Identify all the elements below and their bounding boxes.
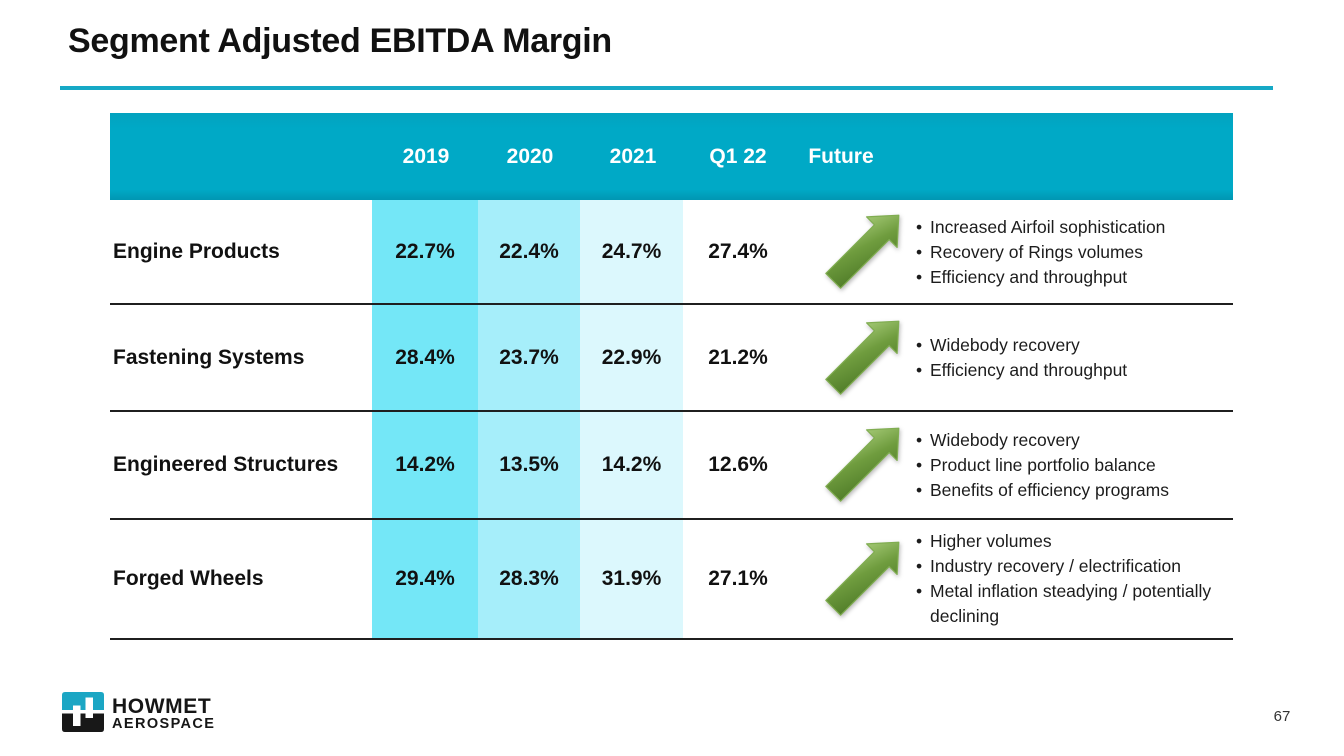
bullet-icon: •: [916, 216, 923, 237]
value-cell: 23.7%: [499, 345, 559, 369]
column-highlight-2020: [478, 200, 580, 639]
header-cell-2019: 2019: [402, 144, 450, 168]
bullet-icon: •: [916, 479, 923, 500]
bullet-item: • Efficiency and throughput: [915, 358, 1237, 383]
bullet-item: • Efficiency and throughput: [915, 265, 1237, 290]
table-header-band: 2019 2020 2021 Q1 22 Future: [110, 113, 1233, 200]
bullet-item: • Product line portfolio balance: [915, 453, 1237, 478]
value-cell: 22.7%: [395, 240, 455, 263]
bullet-item: • Higher volumes: [915, 529, 1237, 554]
howmet-aerospace-logo: HOWMET AEROSPACE: [62, 692, 215, 737]
bullet-list: • Higher volumes • Industry recovery / ele…: [915, 519, 1237, 639]
value-cell: 21.2%: [708, 345, 768, 369]
howmet-logo-icon: [62, 692, 104, 737]
bullet-text: Product line portfolio balance: [930, 454, 1156, 475]
bullet-item: • Industry recovery / electrification: [915, 554, 1237, 579]
row-divider: [110, 638, 1233, 640]
bullet-text: Efficiency and throughput: [930, 266, 1128, 287]
value-cell: 13.5%: [499, 453, 559, 476]
row-label: Engine Products: [113, 240, 280, 263]
row-label: Engineered Structures: [113, 453, 339, 476]
bullet-text: Recovery of Rings volumes: [930, 241, 1143, 262]
bullet-text: Widebody recovery: [930, 334, 1080, 355]
value-cell: 27.1%: [708, 567, 768, 590]
row-divider: [110, 518, 1233, 520]
bullet-item: • Widebody recovery: [915, 333, 1237, 358]
bullet-item: • Metal inflation steadying / potentially…: [915, 579, 1237, 629]
table-row: Engine Products 22.7% 22.4% 24.7% 27.4% …: [110, 200, 1233, 304]
value-cell: 31.9%: [601, 567, 662, 590]
bullet-item: • Increased Airfoil sophistication: [915, 215, 1237, 240]
row-label: Forged Wheels: [113, 567, 264, 590]
bullet-item: • Widebody recovery: [915, 428, 1237, 453]
table-row: Fastening Systems 28.4% 23.7% 22.9% 21.2…: [110, 304, 1233, 411]
bullet-text: Benefits of efficiency programs: [930, 479, 1169, 500]
trend-up-arrow-icon: [806, 411, 918, 519]
value-cell: 28.4%: [395, 345, 455, 369]
bullet-icon: •: [916, 454, 923, 475]
value-cell: 12.6%: [708, 453, 768, 476]
table-row: Engineered Structures 14.2% 13.5% 14.2% …: [110, 411, 1233, 519]
bullet-icon: •: [916, 581, 923, 601]
value-cell: 14.2%: [601, 453, 662, 476]
value-cell: 14.2%: [395, 453, 455, 476]
trend-up-arrow-icon: [806, 304, 918, 411]
trend-up-arrow-icon: [806, 519, 918, 639]
value-cell: 22.4%: [499, 240, 559, 263]
logo-line-aerospace: AEROSPACE: [112, 716, 216, 732]
bullet-text: Efficiency and throughput: [930, 359, 1128, 380]
trend-up-arrow-icon: [806, 200, 918, 304]
header-cell-future: Future: [808, 144, 874, 168]
bullet-text: Industry recovery / electrification: [930, 556, 1181, 576]
bullet-icon: •: [916, 429, 923, 450]
bullet-text: Widebody recovery: [930, 429, 1080, 450]
bullet-list: • Widebody recovery • Product line portfol…: [915, 411, 1237, 519]
row-divider: [110, 303, 1233, 305]
page-number: 67: [1273, 708, 1291, 725]
value-cell: 22.9%: [601, 345, 662, 369]
value-cell: 28.3%: [499, 567, 559, 590]
column-highlight-2021: [580, 200, 683, 639]
bullet-text: Increased Airfoil sophistication: [930, 216, 1166, 237]
row-label: Fastening Systems: [113, 345, 305, 369]
header-cell-2020: 2020: [506, 144, 554, 168]
bullet-icon: •: [916, 556, 923, 576]
bullet-item: • Recovery of Rings volumes: [915, 240, 1237, 265]
row-divider: [110, 410, 1233, 412]
bullet-item: • Benefits of efficiency programs: [915, 478, 1237, 503]
column-highlight-2019: [372, 200, 478, 639]
bullet-list: • Widebody recovery • Efficiency and throu…: [915, 304, 1237, 411]
bullet-icon: •: [916, 266, 923, 287]
value-cell: 27.4%: [708, 240, 768, 263]
bullet-icon: •: [916, 531, 923, 551]
bullet-icon: •: [916, 359, 923, 380]
value-cell: 29.4%: [395, 567, 455, 590]
header-cell-2021: 2021: [609, 144, 657, 168]
title-underline: [60, 86, 1273, 90]
table-row: Forged Wheels 29.4% 28.3% 31.9% 27.1% • H…: [110, 519, 1233, 639]
logo-wordmark: HOWMET AEROSPACE: [112, 695, 216, 732]
logo-line-howmet: HOWMET: [112, 695, 212, 718]
bullet-text: Higher volumes: [930, 531, 1052, 551]
page-title: Segment Adjusted EBITDA Margin: [68, 22, 612, 60]
bullet-list: • Increased Airfoil sophistication • Recov…: [915, 200, 1237, 304]
bullet-text: Metal inflation steadying / potentially …: [930, 581, 1212, 626]
bullet-icon: •: [916, 241, 923, 262]
value-cell: 24.7%: [601, 240, 662, 263]
bullet-icon: •: [916, 334, 923, 355]
header-cell-q1-22: Q1 22: [709, 144, 767, 168]
